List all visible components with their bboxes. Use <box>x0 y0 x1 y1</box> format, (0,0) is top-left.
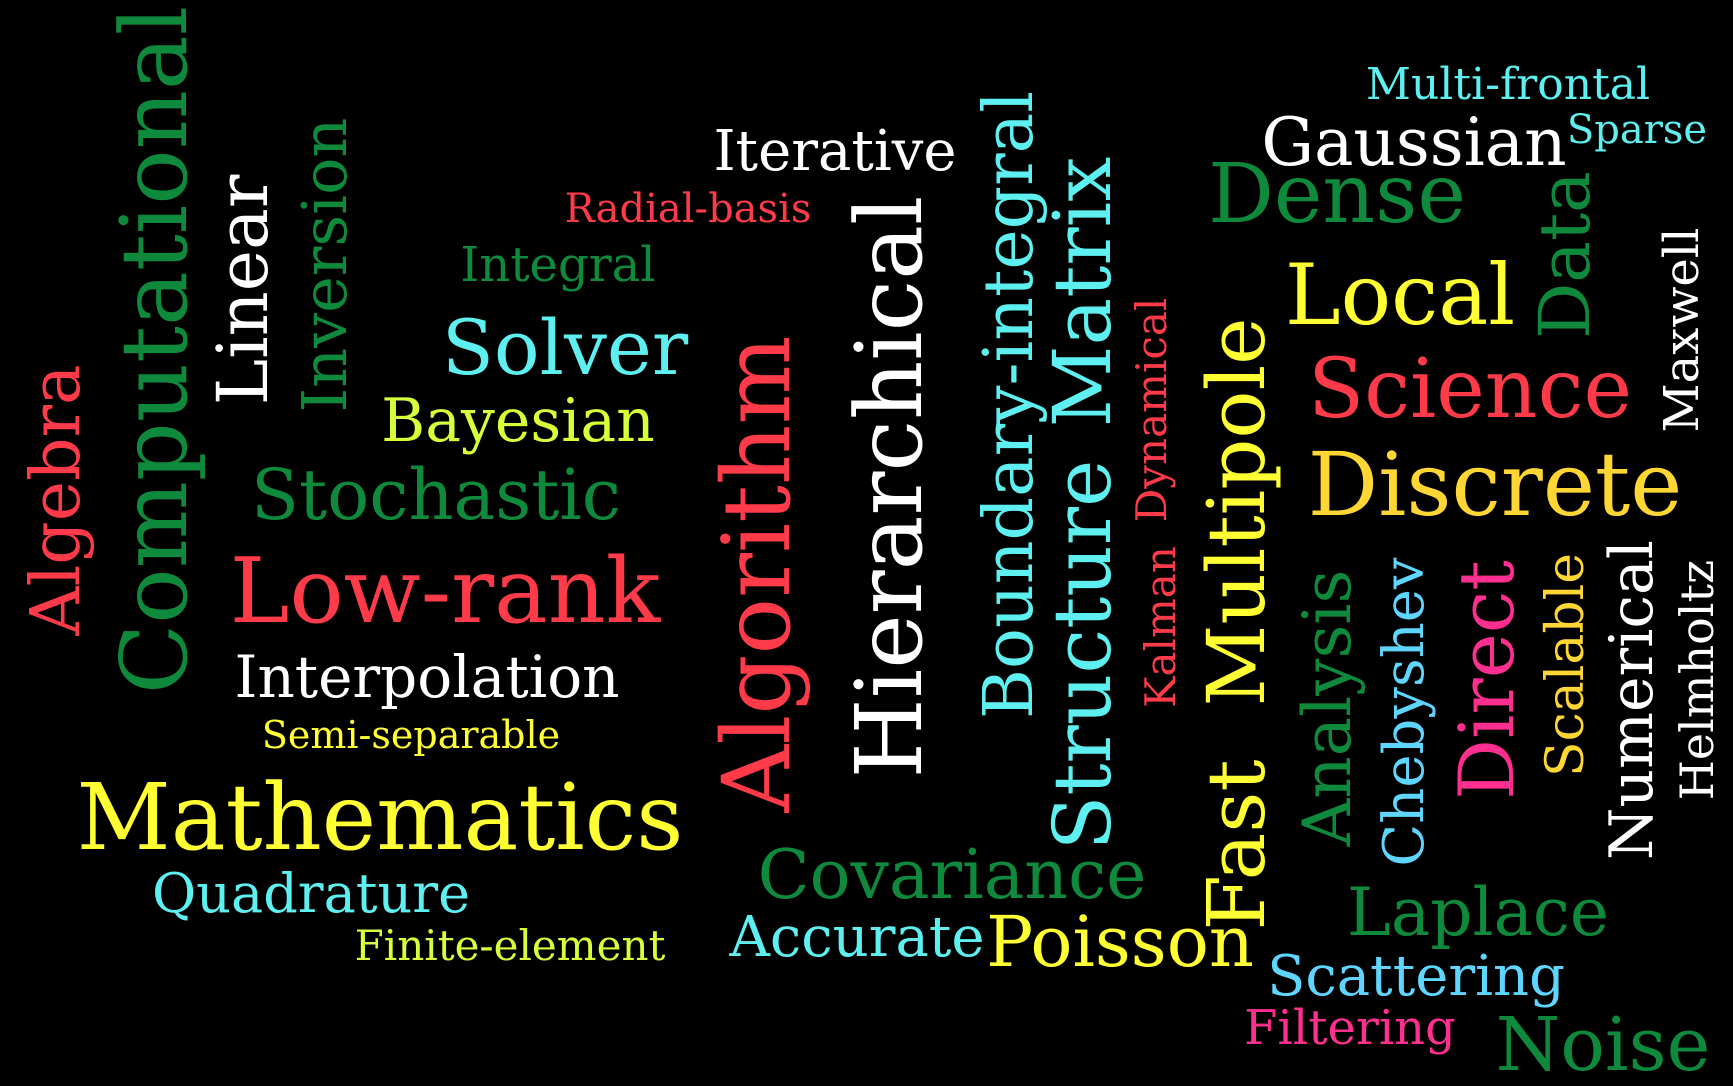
word-numerical: Numerical <box>1597 540 1667 860</box>
word-analysis: Analysis <box>1289 569 1366 847</box>
word-structure: Structure <box>1036 459 1129 851</box>
word-finite-element: Finite-element <box>354 921 666 970</box>
word-boundary-integral: Boundary-integral <box>970 91 1049 719</box>
word-covariance: Covariance <box>757 836 1147 915</box>
word-hierarchical: Hierarchical <box>836 195 943 779</box>
word-quadrature: Quadrature <box>151 862 471 925</box>
word-stochastic: Stochastic <box>251 454 621 536</box>
word-low-rank: Low-rank <box>229 539 661 644</box>
word-dense: Dense <box>1208 147 1466 242</box>
word-chebyshev: Chebyshev <box>1372 557 1437 867</box>
word-science: Science <box>1307 342 1633 437</box>
word-bayesian: Bayesian <box>381 386 655 456</box>
word-sparse: Sparse <box>1566 107 1708 153</box>
word-algebra: Algebra <box>17 364 96 636</box>
word-inversion: Inversion <box>288 117 361 413</box>
word-semi-separable: Semi-separable <box>261 713 561 757</box>
word-kalman: Kalman <box>1136 546 1185 708</box>
word-scattering: Scattering <box>1267 944 1565 1009</box>
word-poisson: Poisson <box>986 901 1254 983</box>
word-helmholtz: Helmholtz <box>1670 559 1724 801</box>
word-mathematics: Mathematics <box>76 764 684 871</box>
word-multipole: Multipole <box>1190 317 1283 707</box>
word-noise: Noise <box>1495 1002 1711 1086</box>
word-interpolation: Interpolation <box>234 643 620 711</box>
word-discrete: Discrete <box>1307 433 1683 536</box>
word-gaussian: Gaussian <box>1261 104 1567 181</box>
word-scalable: Scalable <box>1536 552 1596 778</box>
word-matrix: Matrix <box>1036 156 1129 428</box>
word-direct: Direct <box>1442 560 1531 800</box>
word-algorithm: Algorithm <box>703 335 812 813</box>
word-data: Data <box>1524 171 1606 339</box>
word-accurate: Accurate <box>729 905 985 970</box>
word-integral: Integral <box>460 237 656 293</box>
word-dynamical: Dynamical <box>1127 297 1176 523</box>
word-multi-frontal: Multi-frontal <box>1365 59 1651 110</box>
word-linear: Linear <box>202 174 284 406</box>
word-solver: Solver <box>441 303 689 392</box>
word-iterative: Iterative <box>713 119 957 184</box>
word-computational: Computational <box>101 5 208 695</box>
word-filtering: Filtering <box>1244 1000 1456 1056</box>
word-maxwell: Maxwell <box>1654 227 1710 433</box>
word-radial-basis: Radial-basis <box>564 186 812 232</box>
word-local: Local <box>1284 246 1516 344</box>
word-laplace: Laplace <box>1347 874 1609 951</box>
